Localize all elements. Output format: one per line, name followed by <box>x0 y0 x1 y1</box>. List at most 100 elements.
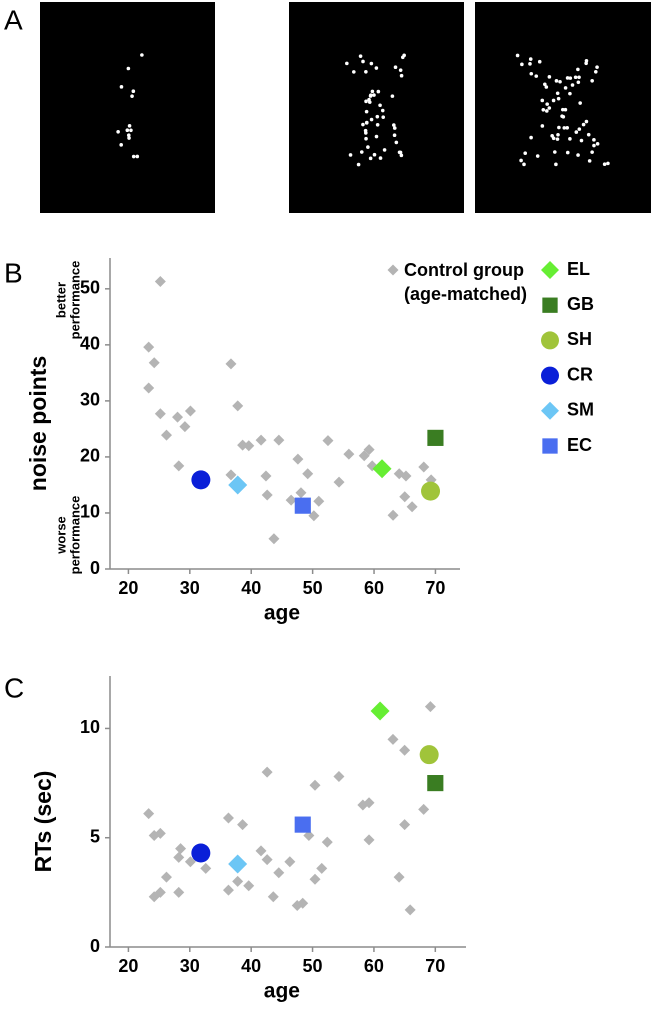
marker-diamond <box>237 819 249 831</box>
marker-diamond <box>387 509 399 521</box>
stimulus-dot <box>364 69 368 74</box>
panel-label: B <box>4 257 23 288</box>
stimulus-dot <box>540 98 545 103</box>
stimulus-dot <box>376 89 381 94</box>
y-axis-label: RTs (sec) <box>30 771 56 873</box>
marker-diamond <box>399 744 411 756</box>
stimulus-dot <box>553 150 557 154</box>
marker-diamond <box>143 341 155 353</box>
marker-diamond <box>297 897 309 909</box>
marker-diamond <box>309 779 321 791</box>
stimulus-dot <box>359 150 364 154</box>
x-axis-label: age <box>264 980 300 1003</box>
stimulus-dot <box>116 129 120 134</box>
stimulus-dot <box>372 152 377 157</box>
stimulus-dot <box>554 79 559 83</box>
stimulus-dot <box>381 115 386 119</box>
marker-diamond <box>284 856 296 868</box>
marker-diamond <box>143 808 155 820</box>
y-tick-label: 5 <box>90 826 100 846</box>
y-tick-label: 20 <box>80 446 100 466</box>
legend-label: SM <box>567 400 594 420</box>
stimulus-dot <box>560 114 564 118</box>
stimulus-dot <box>556 132 560 137</box>
stimulus-dot <box>551 98 556 103</box>
stimulus-dot <box>380 108 385 113</box>
stimulus-dot <box>520 62 524 67</box>
marker-diamond <box>322 435 334 447</box>
stimulus-dot <box>369 61 374 66</box>
marker-diamond <box>261 854 273 866</box>
marker-square <box>427 429 444 446</box>
marker-diamond <box>418 461 430 473</box>
marker-diamond <box>243 880 255 892</box>
stimulus-dot <box>587 159 592 163</box>
stimulus-dot <box>560 107 565 112</box>
stimulus-dot <box>574 130 579 134</box>
stimulus-dot <box>544 85 549 89</box>
stimulus-dot <box>568 76 573 80</box>
stimulus-dot <box>392 123 396 127</box>
stimulus-dot <box>586 132 591 137</box>
stimulus-dot <box>358 54 363 58</box>
stimulus-dot <box>565 150 570 155</box>
marker-diamond <box>316 862 328 874</box>
y-tick-label: 10 <box>80 502 100 522</box>
marker-diamond <box>154 276 166 288</box>
marker-diamond <box>400 470 412 482</box>
marker-diamond <box>154 408 166 420</box>
marker-circle <box>191 843 211 863</box>
stimulus-dot <box>543 82 547 87</box>
marker-diamond <box>273 867 285 879</box>
marker-diamond <box>232 400 244 412</box>
stimulus-dot <box>392 126 397 130</box>
stimulus-dot <box>364 109 369 114</box>
stimulus-dot <box>555 91 560 96</box>
marker-diamond <box>309 873 321 885</box>
marker-diamond <box>160 429 172 441</box>
stimulus-dot <box>392 133 397 138</box>
stimulus-panel <box>40 2 215 213</box>
stimulus-dot <box>394 140 399 145</box>
marker-diamond <box>363 834 375 846</box>
marker-diamond <box>273 434 285 446</box>
y-axis-label: noise points <box>25 356 51 491</box>
marker-diamond <box>154 886 166 898</box>
marker-diamond <box>393 871 405 883</box>
marker-diamond <box>173 886 185 898</box>
stimulus-dot <box>126 133 131 138</box>
marker-diamond <box>225 469 237 481</box>
stimulus-dot <box>595 142 600 146</box>
y-tick-label: 0 <box>90 936 100 956</box>
stimulus-panel <box>475 2 651 213</box>
stimulus-dot <box>398 68 403 72</box>
stimulus-dot <box>361 59 365 64</box>
marker-diamond <box>541 401 559 420</box>
marker-diamond <box>200 862 212 874</box>
stimulus-dot <box>364 136 368 141</box>
marker-diamond <box>184 405 196 417</box>
marker-diamond <box>228 854 248 874</box>
marker-diamond <box>179 421 191 433</box>
stimulus-dot <box>399 153 404 158</box>
stimulus-dot <box>368 156 373 161</box>
legend-label: SH <box>567 329 592 349</box>
marker-diamond <box>255 434 267 446</box>
stimulus-dot <box>529 135 533 140</box>
stimulus-dot <box>528 62 532 66</box>
marker-diamond <box>404 904 416 916</box>
marker-diamond <box>232 875 244 887</box>
stimulus-dot <box>140 53 144 57</box>
marker-diamond <box>243 440 255 452</box>
marker-diamond <box>184 856 196 868</box>
marker-diamond <box>143 382 155 394</box>
stimulus-dot <box>352 70 356 74</box>
stimulus-dot <box>374 66 379 70</box>
stimulus-dot <box>135 154 140 159</box>
stimulus-dot <box>126 66 131 71</box>
stimulus-dot <box>545 102 549 106</box>
panel-label: C <box>4 672 24 703</box>
stimulus-dot <box>356 162 361 167</box>
stimulus-dot <box>570 83 575 87</box>
stimulus-dot <box>555 137 560 141</box>
